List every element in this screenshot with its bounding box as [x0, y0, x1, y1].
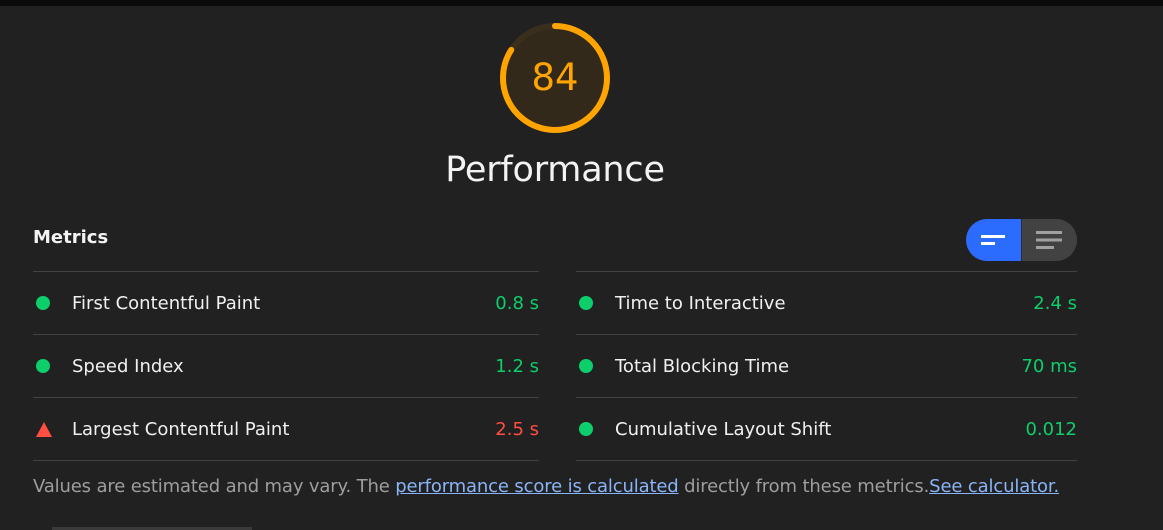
pass-dot-icon — [579, 422, 593, 436]
metric-label: Time to Interactive — [615, 292, 786, 314]
metric-row-speed-index: Speed Index 1.2 s — [33, 334, 539, 397]
metric-value: 2.4 s — [1033, 292, 1077, 314]
metric-label: Cumulative Layout Shift — [615, 418, 832, 440]
metric-row-total-blocking-time: Total Blocking Time 70 ms — [576, 334, 1077, 397]
metric-value: 1.2 s — [495, 355, 539, 377]
metrics-heading: Metrics — [33, 227, 109, 248]
compact-view-icon — [981, 235, 1006, 245]
metric-row-first-contentful-paint: First Contentful Paint 0.8 s — [33, 271, 539, 334]
pass-dot-icon — [36, 296, 50, 310]
metric-value: 0.012 — [1025, 418, 1077, 440]
metric-value: 0.8 s — [495, 292, 539, 314]
metric-row-time-to-interactive: Time to Interactive 2.4 s — [576, 271, 1077, 334]
compact-view-button[interactable] — [966, 219, 1021, 261]
metrics-column-right: Time to Interactive 2.4 s Total Blocking… — [576, 271, 1077, 461]
footer-note: Values are estimated and may vary. The p… — [33, 476, 1059, 497]
metrics-column-left: First Contentful Paint 0.8 s Speed Index… — [33, 271, 539, 461]
pass-dot-icon — [36, 359, 50, 373]
fail-triangle-icon — [36, 421, 52, 437]
metric-row-cumulative-layout-shift: Cumulative Layout Shift 0.012 — [576, 397, 1077, 461]
expanded-view-button[interactable] — [1020, 219, 1077, 261]
metric-value: 70 ms — [1021, 355, 1077, 377]
gauge-ring — [500, 23, 610, 133]
bottom-divider — [52, 527, 252, 530]
metric-row-largest-contentful-paint: Largest Contentful Paint 2.5 s — [33, 397, 539, 461]
metric-label: Total Blocking Time — [615, 355, 790, 377]
footer-text-1: Values are estimated and may vary. The — [33, 476, 396, 497]
pass-dot-icon — [579, 359, 593, 373]
metric-value: 2.5 s — [495, 418, 539, 440]
metric-label: First Contentful Paint — [72, 292, 261, 314]
expanded-view-icon — [1036, 231, 1063, 249]
see-calculator-link[interactable]: See calculator. — [929, 476, 1060, 497]
metric-label: Largest Contentful Paint — [72, 418, 290, 440]
category-title: Performance — [445, 150, 665, 190]
score-calculation-link[interactable]: performance score is calculated — [395, 476, 679, 497]
footer-text-2: directly from these metrics. — [678, 476, 930, 497]
pass-dot-icon — [579, 296, 593, 310]
performance-score-gauge[interactable]: 84 — [499, 22, 611, 134]
metric-label: Speed Index — [72, 355, 184, 377]
score-value: 84 — [531, 56, 579, 99]
top-bar — [0, 0, 1163, 6]
metrics-view-toggle[interactable] — [966, 219, 1077, 261]
